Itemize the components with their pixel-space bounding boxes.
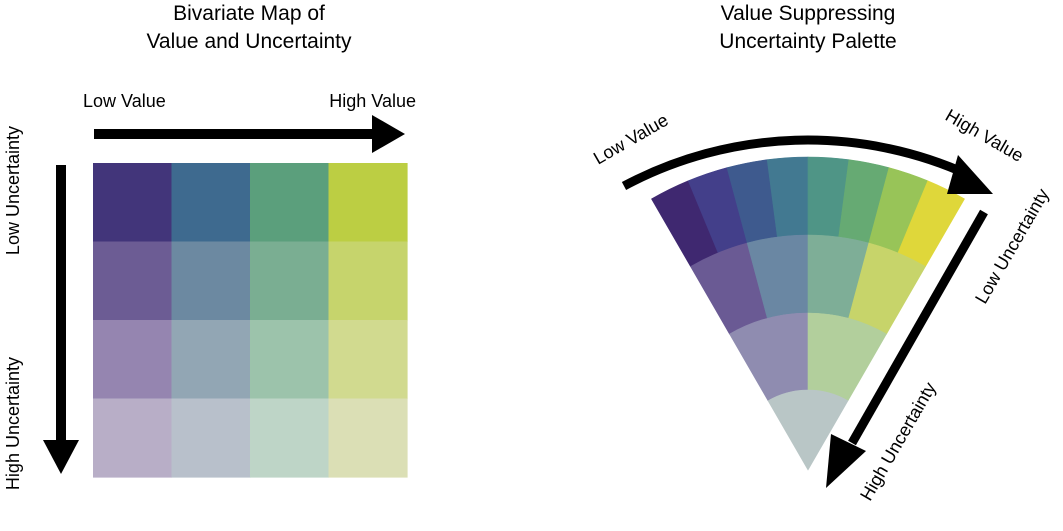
right-title-line-1: Value Suppressing	[721, 2, 896, 25]
value-arrow	[94, 115, 405, 153]
vsup-wedge	[651, 156, 965, 471]
right-title-line-2: Uncertainty Palette	[719, 30, 896, 53]
grid-cell-r4-c1	[93, 398, 173, 478]
right-low-value-label: Low Value	[590, 110, 672, 169]
left-title-line-1: Bivariate Map of	[173, 2, 325, 25]
grid-cell-r4-c4	[328, 398, 408, 478]
right-high-value-label: High Value	[942, 105, 1027, 166]
right-panel: Value Suppressing Uncertainty Palette Lo…	[590, 2, 1053, 504]
grid-cell-r1-c4	[328, 163, 408, 243]
grid-cell-r2-c3	[250, 241, 330, 321]
left-low-value-label: Low Value	[83, 91, 166, 111]
right-high-uncertainty-label: High Uncertainty	[856, 379, 940, 504]
grid-cell-r1-c3	[250, 163, 330, 243]
right-low-uncertainty-label: Low Uncertainty	[971, 185, 1053, 307]
left-high-value-label: High Value	[329, 91, 416, 111]
left-low-uncertainty-label: Low Uncertainty	[3, 126, 23, 255]
left-panel: Bivariate Map of Value and Uncertainty L…	[3, 2, 416, 490]
curved-value-arrow	[621, 135, 993, 194]
grid-cell-r2-c2	[171, 241, 251, 321]
grid-cell-r4-c3	[250, 398, 330, 478]
grid-cell-r2-c4	[328, 241, 408, 321]
grid-cell-r3-c2	[171, 320, 251, 400]
grid-cell-r4-c2	[171, 398, 251, 478]
left-high-uncertainty-label: High Uncertainty	[3, 357, 23, 490]
grid-cell-r3-c3	[250, 320, 330, 400]
grid-cell-r3-c1	[93, 320, 173, 400]
grid-cell-r3-c4	[328, 320, 408, 400]
bivariate-grid	[93, 163, 408, 478]
palette-cell-ring4-seg1	[767, 389, 849, 471]
diagonal-uncertainty-arrow	[826, 209, 988, 488]
left-title-line-2: Value and Uncertainty	[146, 30, 352, 53]
grid-cell-r2-c1	[93, 241, 173, 321]
uncertainty-arrow	[43, 165, 79, 474]
grid-cell-r1-c1	[93, 163, 173, 243]
grid-cell-r1-c2	[171, 163, 251, 243]
